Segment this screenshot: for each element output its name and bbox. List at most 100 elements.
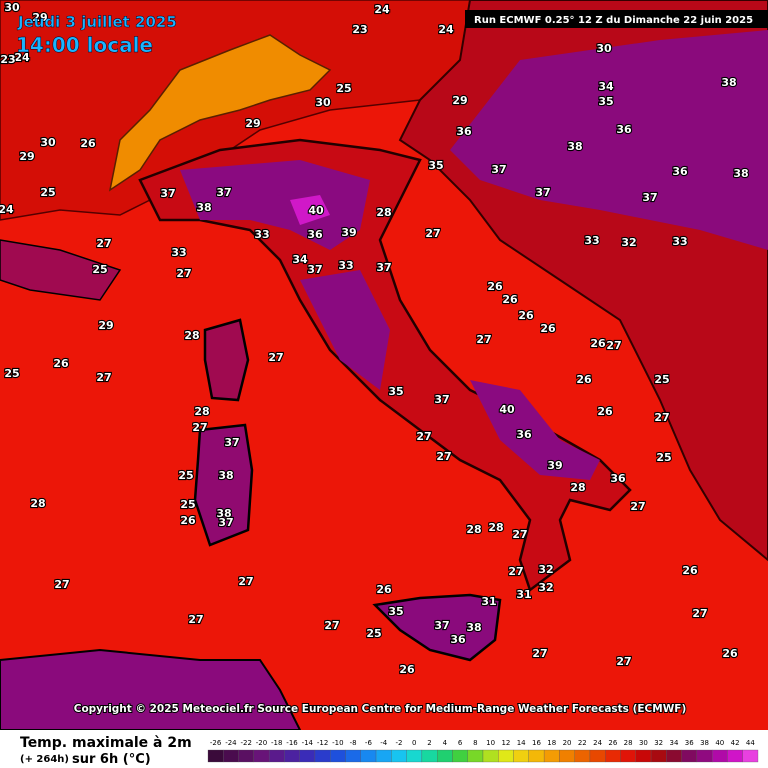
legend-tick-label: 24 — [593, 739, 602, 747]
temperature-label: 27 — [416, 430, 431, 443]
temperature-label: 27 — [192, 421, 207, 434]
color-swatch — [299, 749, 316, 763]
color-swatch — [253, 749, 270, 763]
temperature-label: 27 — [425, 227, 440, 240]
temperature-label: 30 — [596, 42, 612, 55]
temperature-label: 39 — [341, 226, 356, 239]
temperature-label: 26 — [722, 647, 738, 660]
temperature-label: 28 — [376, 206, 391, 219]
legend-tick-label: -2 — [395, 739, 402, 747]
legend-tick-label: 8 — [473, 739, 477, 747]
legend-lead: (+ 264h) — [20, 754, 69, 765]
run-banner — [465, 10, 768, 28]
legend-tick-label: 18 — [547, 739, 556, 747]
temperature-label: 29 — [32, 11, 47, 24]
temperature-label: 38 — [466, 621, 481, 634]
temperature-label: 26 — [180, 514, 196, 527]
temperature-label: 27 — [532, 647, 547, 660]
temperature-label: 28 — [488, 521, 503, 534]
color-swatch — [406, 749, 423, 763]
temperature-label: 40 — [499, 403, 515, 416]
temperature-label: 37 — [216, 186, 231, 199]
temperature-label: 29 — [98, 319, 113, 332]
temperature-label: 24 — [0, 203, 14, 216]
temperature-label: 39 — [547, 459, 562, 472]
legend-tick-label: 36 — [685, 739, 694, 747]
forecast-date: Jeudi 3 juillet 2025 — [17, 13, 177, 31]
temperature-label: 26 — [597, 405, 613, 418]
temperature-label: 38 — [733, 167, 748, 180]
temperature-label: 40 — [308, 204, 324, 217]
legend-tick-label: -10 — [332, 739, 343, 747]
temperature-label: 24 — [14, 51, 30, 64]
north-africa — [0, 648, 302, 731]
temperature-label: 27 — [606, 339, 621, 352]
temperature-label: 26 — [576, 373, 592, 386]
legend-tick-label: 30 — [639, 739, 648, 747]
temperature-label: 37 — [160, 187, 175, 200]
temperature-label: 30 — [315, 96, 331, 109]
temperature-label: 26 — [590, 337, 606, 350]
temperature-label: 27 — [508, 565, 523, 578]
temperature-label: 36 — [450, 633, 466, 646]
legend-tick-label: 34 — [670, 739, 679, 747]
temperature-label: 37 — [376, 261, 391, 274]
temperature-label: 37 — [224, 436, 239, 449]
temperature-label: 28 — [30, 497, 45, 510]
temperature-label: 35 — [598, 95, 613, 108]
color-swatch — [284, 749, 300, 763]
temperature-label: 38 — [218, 469, 233, 482]
forecast-time: 14:00 locale — [16, 33, 153, 57]
temperature-label: 35 — [388, 385, 403, 398]
temperature-label: 32 — [538, 581, 553, 594]
west-hot-zone — [0, 239, 122, 301]
color-swatch — [543, 749, 560, 763]
temperature-label: 33 — [254, 228, 269, 241]
color-swatch — [712, 749, 728, 763]
po-valley-hot-zone — [180, 160, 370, 250]
sicily — [372, 593, 502, 662]
temperature-label: 38 — [196, 201, 211, 214]
temperature-label: 26 — [487, 280, 503, 293]
temperature-label: 26 — [399, 663, 415, 676]
legend-tick-label: 40 — [715, 739, 724, 747]
legend-tick-label: -6 — [365, 739, 373, 747]
color-swatch — [498, 749, 514, 763]
temperature-label: 27 — [268, 351, 283, 364]
legend-tick-label: 0 — [412, 739, 416, 747]
color-swatch — [681, 749, 698, 763]
legend-tick-label: 38 — [700, 739, 709, 747]
temperature-label: 27 — [188, 613, 203, 626]
legend-tick-label: -14 — [302, 739, 314, 747]
color-swatch — [620, 749, 636, 763]
temperature-label: 36 — [307, 228, 323, 241]
temperature-label: 27 — [176, 267, 191, 280]
temperature-label: 26 — [376, 583, 392, 596]
temperature-label: 25 — [654, 373, 669, 386]
legend-tick-label: 32 — [654, 739, 663, 747]
temperature-label: 28 — [194, 405, 209, 418]
temperature-label: 25 — [180, 498, 195, 511]
temperature-label: 28 — [466, 523, 481, 536]
hot-spot — [290, 195, 330, 225]
temperature-label: 25 — [4, 367, 19, 380]
color-swatch — [467, 749, 484, 763]
temperature-label: 26 — [80, 137, 96, 150]
legend-tick-label: 28 — [624, 739, 633, 747]
temperature-label: 30 — [4, 1, 20, 14]
temperature-label: 34 — [598, 80, 614, 93]
temperature-label: 33 — [672, 235, 687, 248]
temperature-label: 33 — [171, 246, 186, 259]
color-swatch — [696, 749, 713, 763]
temperature-label: 38 — [567, 140, 582, 153]
legend-tick-label: 14 — [517, 739, 526, 747]
temperature-label: 37 — [642, 191, 657, 204]
temperature-label: 38 — [721, 76, 736, 89]
legend-tick-label: 4 — [443, 739, 448, 747]
temperature-label: 23 — [0, 53, 15, 66]
color-swatch — [482, 749, 499, 763]
color-swatch — [345, 749, 361, 763]
temperature-label: 27 — [616, 655, 631, 668]
color-swatch — [727, 749, 743, 763]
temperature-label: 34 — [292, 253, 308, 266]
